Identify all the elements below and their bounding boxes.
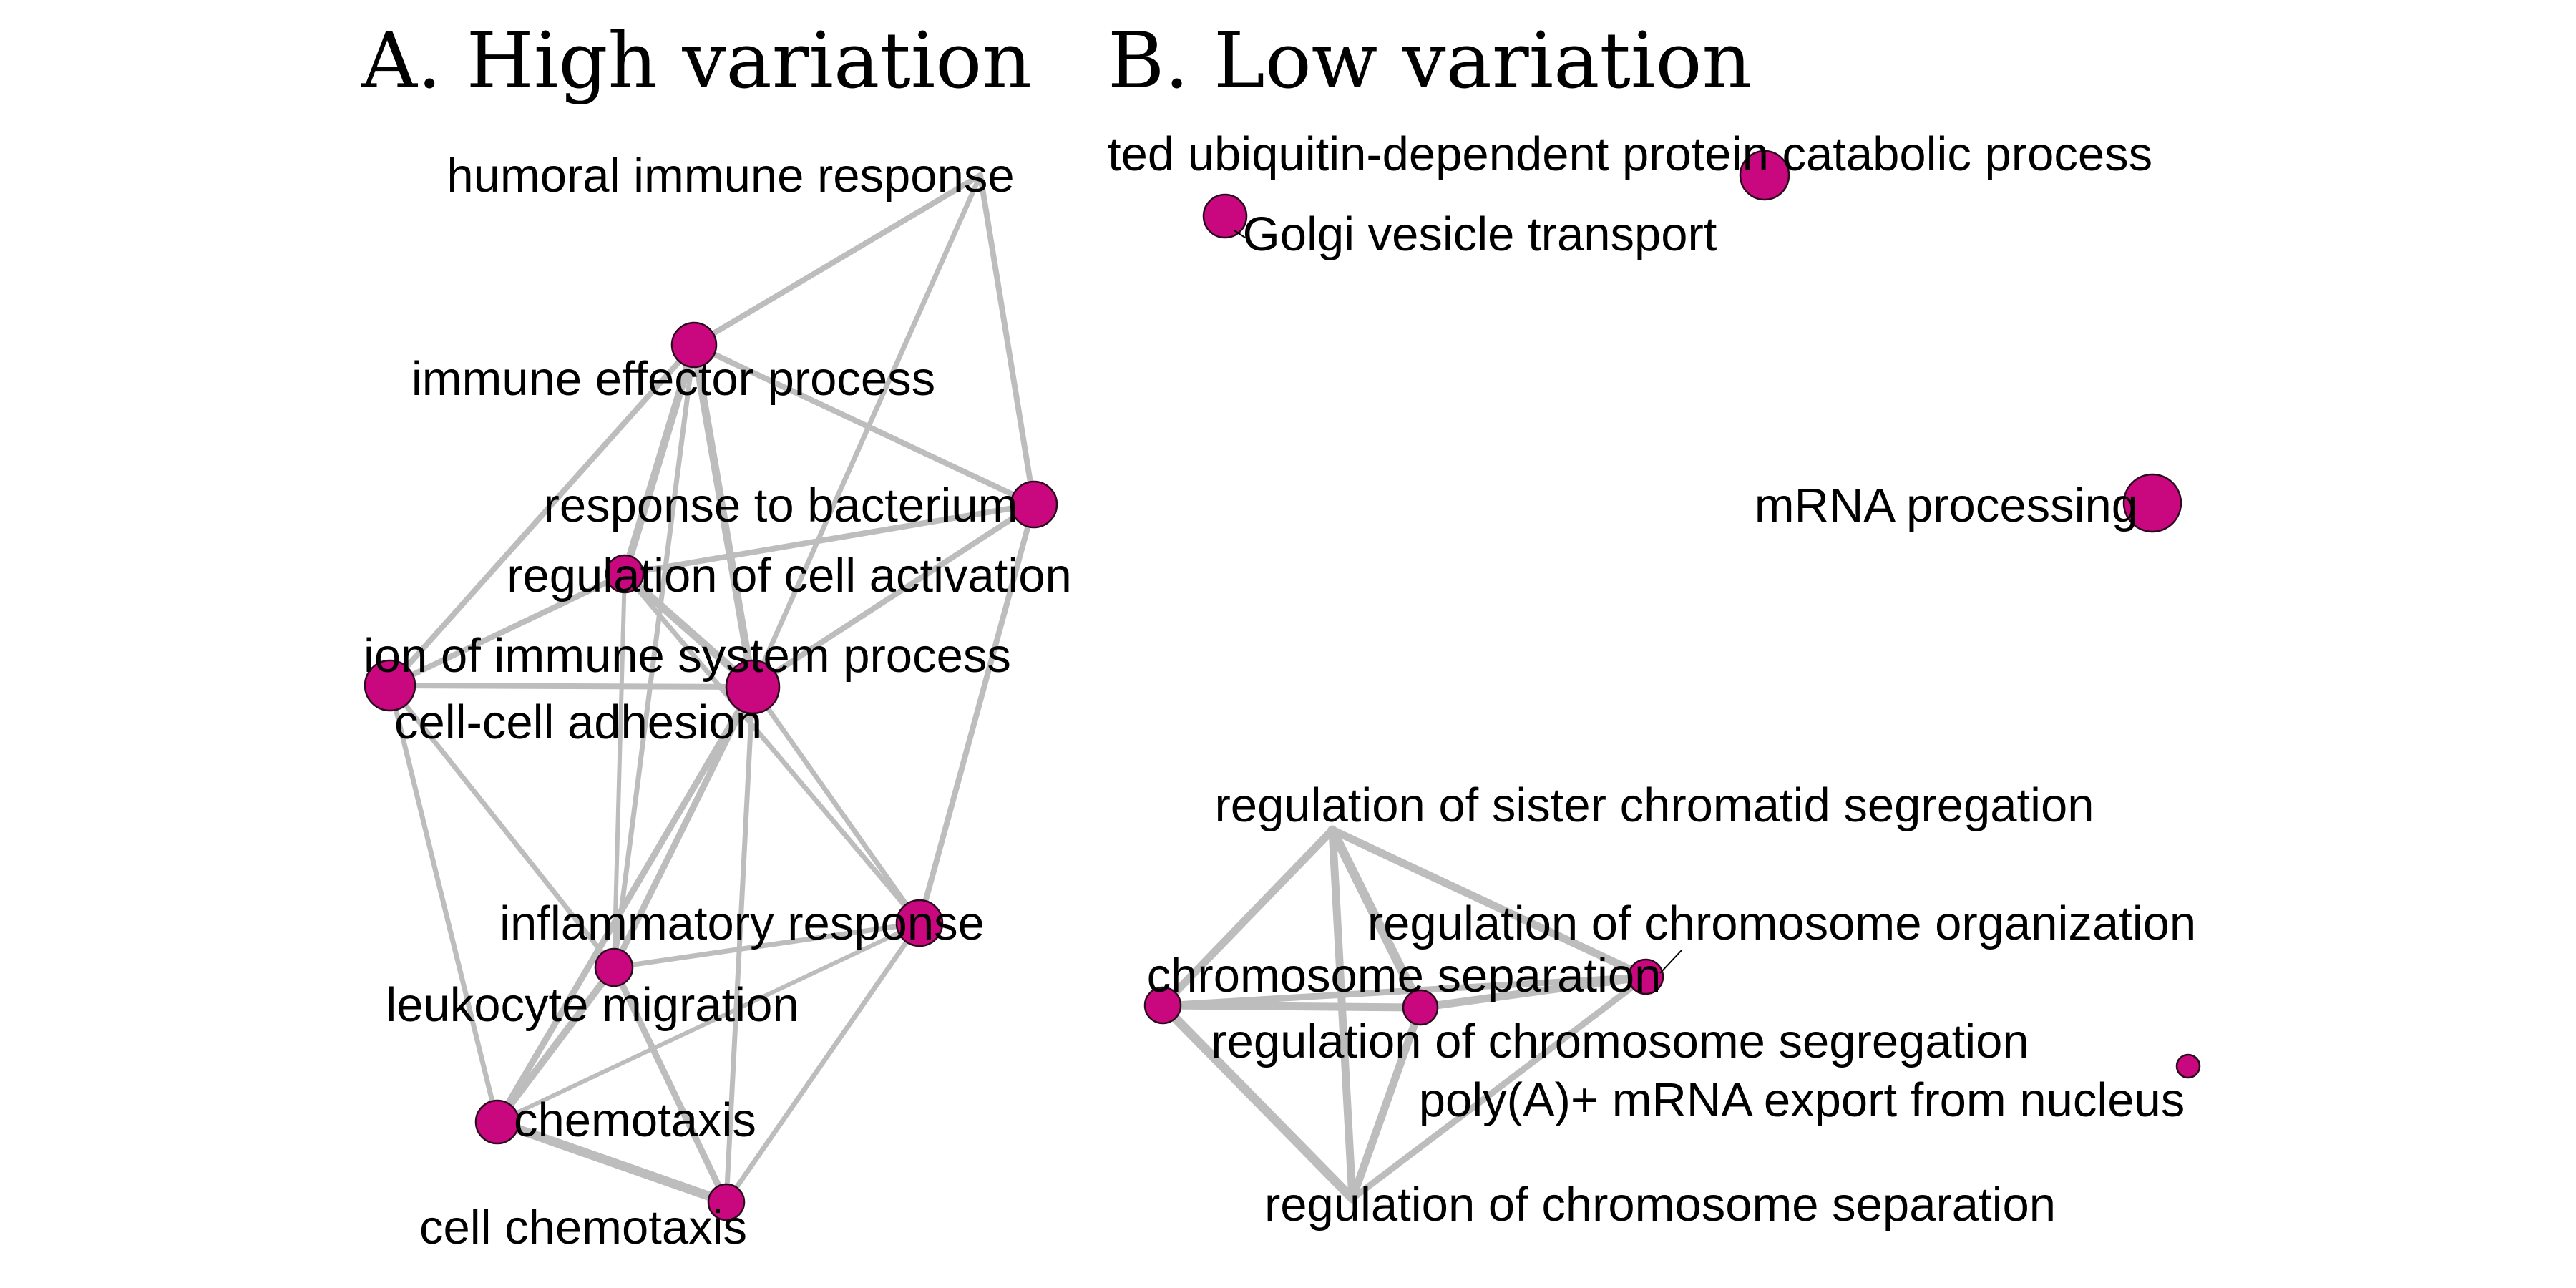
label-chemotaxis: chemotaxis (514, 1093, 756, 1147)
label-mrna-processing: mRNA processing (1755, 479, 2138, 532)
node-regulation-of-immune-system-process (364, 659, 416, 712)
edge (610, 683, 756, 971)
label-chromosome-separation: chromosome separation (1147, 949, 1662, 1002)
edge (494, 964, 618, 1126)
edge (690, 341, 757, 691)
node-regulation-of-cell-activation (605, 554, 645, 594)
label-humoral-immune-response: humoral immune response (447, 149, 1014, 203)
panel-a-nodes (364, 321, 1058, 1221)
label-leader-line (1234, 230, 1246, 238)
edge (691, 342, 1037, 507)
edge (492, 1117, 731, 1207)
panel-a-edges (387, 172, 1037, 1207)
edge (1328, 826, 1650, 981)
label-cell-chemotaxis: cell chemotaxis (419, 1201, 747, 1254)
edge (1158, 826, 1337, 1010)
panel-a-labels: humoral immune response immune effector … (364, 149, 1072, 1254)
edge (723, 920, 922, 1205)
label-leader-line (1659, 950, 1682, 974)
edge (1328, 826, 1357, 1203)
edge (612, 572, 627, 970)
edge (495, 921, 922, 1124)
panel-b-labels: ted ubiquitin-dependent protein cataboli… (1108, 127, 2196, 1231)
edge (620, 341, 698, 578)
node-leukocyte-migration (594, 947, 634, 987)
edge (1158, 1000, 1357, 1204)
panel-b-edges (1158, 825, 1650, 1204)
label-regulation-of-chromosome-organization: regulation of chromosome organization (1367, 897, 2196, 950)
node-poly-a-mrna-export (2175, 1053, 2201, 1079)
node-ubiquitin-catabolic-process (1739, 150, 1790, 201)
edge (1327, 825, 1425, 1013)
edge (387, 571, 628, 688)
edge (387, 342, 697, 688)
edge (1349, 973, 1649, 1202)
node-immune-effector-process (670, 321, 718, 369)
edge (622, 571, 922, 926)
label-inflammatory-response: inflammatory response (499, 897, 985, 950)
label-regulation-of-chromosome-segregation: regulation of chromosome segregation (1211, 1015, 2029, 1068)
label-ubiquitin-catabolic-process: ted ubiquitin-dependent protein cataboli… (1108, 127, 2152, 181)
label-immune-effector-process: immune effector process (411, 352, 935, 406)
label-golgi-vesicle-transport: Golgi vesicle transport (1243, 208, 1717, 261)
label-regulation-of-immune-system-process: ion of immune system process (364, 629, 1011, 683)
edge (750, 684, 922, 926)
edge (750, 502, 1037, 690)
node-response-to-bacterium (1010, 480, 1058, 529)
node-chromosome-separation (1143, 986, 1182, 1025)
edge (387, 683, 617, 970)
node-chemotaxis (474, 1099, 520, 1145)
panel-a-title: A. High variation (361, 16, 1032, 106)
edge (1348, 1003, 1425, 1203)
edge (611, 342, 697, 970)
edge (611, 920, 922, 970)
label-leukocyte-migration: leukocyte migration (386, 978, 799, 1032)
edge (622, 502, 1037, 577)
node-inflammatory-response (895, 899, 944, 947)
edge (1159, 973, 1649, 1009)
label-regulation-of-cell-activation: regulation of cell activation (507, 549, 1072, 602)
label-regulation-of-chromosome-separation: regulation of chromosome separation (1264, 1178, 2056, 1231)
node-mrna-processing (2122, 473, 2182, 533)
node-regulation-of-chromosome-segregation (1402, 989, 1439, 1026)
edge (610, 964, 730, 1206)
edge (750, 172, 983, 690)
panel-b-title: B. Low variation (1108, 16, 1752, 106)
edge (977, 172, 1037, 507)
label-regulation-of-sister-chromatid-segregation: regulation of sister chromatid segregati… (1215, 779, 2094, 832)
edge (917, 502, 1037, 926)
label-poly-a-mrna-export: poly(A)+ mRNA export from nucleus (1419, 1073, 2185, 1127)
edge (387, 683, 756, 690)
edge (1416, 972, 1650, 1012)
edge (723, 684, 756, 1205)
edge (494, 683, 756, 1126)
node-cell-cell-adhesion (725, 659, 781, 715)
edge (387, 683, 500, 1125)
label-cell-cell-adhesion: cell-cell adhesion (394, 696, 762, 749)
edge (691, 172, 983, 348)
node-cell-chemotaxis (707, 1183, 746, 1221)
edge (620, 570, 757, 691)
node-golgi-vesicle-transport (1202, 193, 1248, 239)
panel-b-nodes (1143, 150, 2201, 1079)
label-response-to-bacterium: response to bacterium (544, 479, 1018, 532)
node-regulation-of-chromosome-organization (1627, 958, 1664, 995)
